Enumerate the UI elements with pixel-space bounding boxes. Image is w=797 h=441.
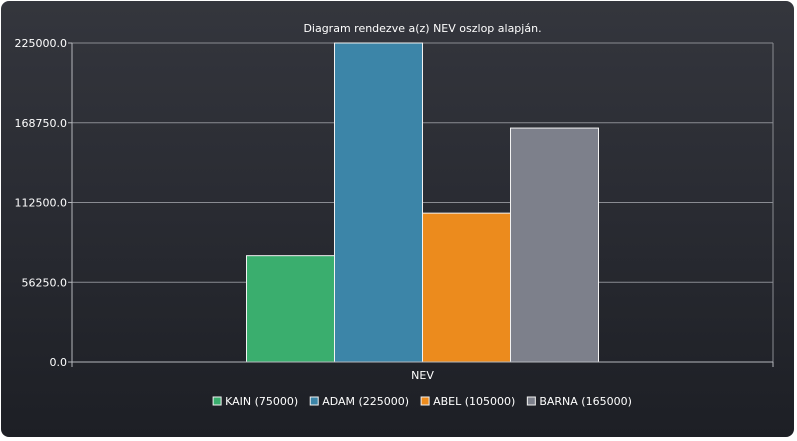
chart-title: Diagram rendezve a(z) NEV oszlop alapján… xyxy=(303,22,541,35)
legend-label-abel: ABEL (105000) xyxy=(433,395,515,408)
y-tick-label: 56250.0 xyxy=(22,276,68,289)
y-tick-label: 0.0 xyxy=(50,356,68,369)
legend-swatch-kain xyxy=(212,396,222,406)
y-tick-label: 112500.0 xyxy=(15,197,68,210)
x-category-label: NEV xyxy=(411,369,434,382)
legend-swatch-adam xyxy=(309,396,319,406)
bar-adam xyxy=(334,42,423,363)
y-tick-label: 168750.0 xyxy=(15,117,68,130)
bar-barna xyxy=(510,127,599,363)
legend-label-barna: BARNA (165000) xyxy=(539,395,632,408)
y-tick-label: 225000.0 xyxy=(15,37,68,50)
legend-swatch-abel xyxy=(420,396,430,406)
legend-swatch-barna xyxy=(526,396,536,406)
bar-abel xyxy=(422,212,511,363)
legend-label-kain: KAIN (75000) xyxy=(225,395,298,408)
bar-kain xyxy=(246,255,335,363)
legend-label-adam: ADAM (225000) xyxy=(322,395,409,408)
